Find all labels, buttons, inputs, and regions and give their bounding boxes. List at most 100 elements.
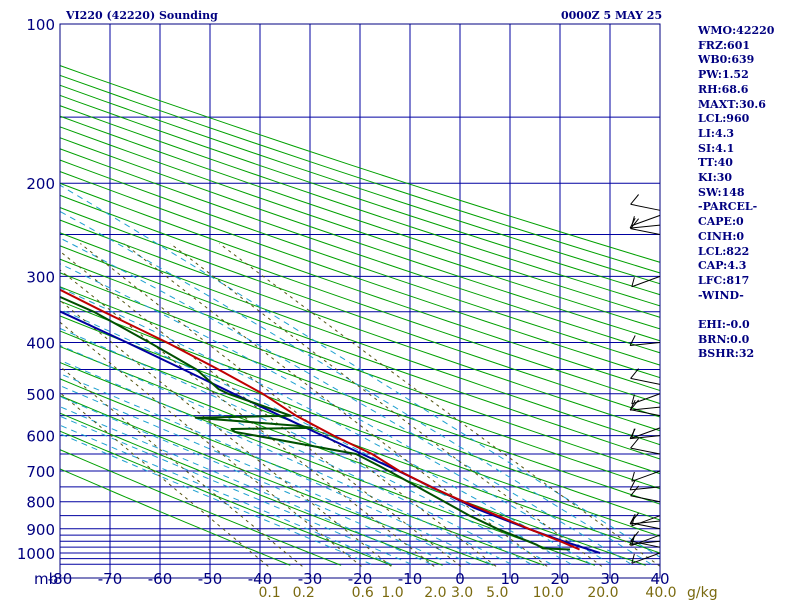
temperature-tick-label: 30 bbox=[600, 570, 619, 588]
temperature-tick-label: -10 bbox=[398, 570, 423, 588]
index-line bbox=[698, 303, 774, 318]
wind-barb bbox=[630, 224, 661, 229]
dry-adiabat-line bbox=[60, 137, 660, 342]
mixing-ratio-label: 0.6 bbox=[352, 585, 374, 600]
wind-barb-feather bbox=[629, 399, 636, 411]
dry-adiabat-line bbox=[60, 245, 660, 460]
temperature-tick-label: 20 bbox=[550, 570, 569, 588]
wind-barb bbox=[631, 427, 661, 439]
wind-barb-feather bbox=[631, 516, 635, 527]
wind-barb bbox=[630, 228, 661, 236]
dry-adiabat-line bbox=[60, 412, 443, 566]
pressure-tick-label: 500 bbox=[26, 386, 55, 404]
dry-adiabat-line bbox=[60, 286, 660, 505]
mixing-ratio-line bbox=[60, 392, 269, 567]
dry-adiabat-line bbox=[60, 115, 660, 318]
wind-barb-feather bbox=[629, 534, 636, 545]
temperature-tick-label: -80 bbox=[48, 570, 73, 588]
wind-barb bbox=[630, 435, 661, 440]
temperature-tick-label: -70 bbox=[98, 570, 123, 588]
temperature-tick-label: -60 bbox=[148, 570, 173, 588]
dry-adiabat-line bbox=[60, 315, 660, 537]
wind-barb bbox=[631, 393, 661, 405]
index-line: TT:40 bbox=[698, 156, 733, 170]
pressure-tick-label: 200 bbox=[26, 175, 55, 193]
index-line: LI:4.3 bbox=[698, 126, 735, 140]
mixing-ratio-label: 1.0 bbox=[381, 585, 403, 600]
index-line: -WIND- bbox=[698, 288, 744, 302]
moist-adiabat-line bbox=[60, 184, 660, 558]
pressure-tick-label: 1000 bbox=[17, 545, 55, 563]
dry-adiabat-line bbox=[60, 395, 494, 566]
dry-adiabat-line bbox=[60, 330, 660, 554]
pressure-unit-label: mb bbox=[34, 570, 58, 588]
wind-barb-feather bbox=[631, 471, 635, 482]
wind-barb-feather bbox=[631, 394, 635, 405]
moist-adiabat-line bbox=[60, 433, 372, 565]
pressure-tick-label: 600 bbox=[26, 428, 55, 446]
moist-adiabat-line bbox=[60, 359, 512, 565]
index-line: SW:148 bbox=[698, 185, 745, 199]
index-line: LCL:960 bbox=[698, 112, 750, 126]
index-line: WB0:639 bbox=[698, 53, 755, 67]
chart-title: VI220 (42220) Sounding bbox=[66, 9, 218, 22]
pressure-tick-label: 900 bbox=[26, 521, 55, 539]
index-line: FRZ:601 bbox=[698, 38, 751, 52]
wind-barb bbox=[631, 552, 661, 564]
wind-barb-feather bbox=[630, 437, 639, 449]
wind-barb-feather bbox=[631, 216, 635, 226]
index-line: CINH:0 bbox=[698, 229, 745, 243]
moist-adiabat-line bbox=[60, 308, 572, 565]
temperature-tick-label: 40 bbox=[650, 570, 669, 588]
mixing-ratio-label: 0.2 bbox=[293, 585, 315, 600]
pressure-tick-label: 300 bbox=[26, 268, 55, 286]
index-line: EHI:-0.0 bbox=[698, 318, 750, 332]
dry-adiabat-line bbox=[60, 346, 646, 566]
wind-barb bbox=[631, 275, 661, 288]
wind-barb bbox=[630, 341, 661, 346]
plot-frame bbox=[59, 23, 661, 579]
mixing-ratio-label: 5.0 bbox=[486, 585, 508, 600]
wind-barb bbox=[630, 520, 661, 525]
index-line: CAPE:0 bbox=[698, 215, 744, 229]
dry-adiabat-line bbox=[60, 258, 660, 475]
dry-adiabat-line bbox=[60, 74, 660, 274]
wind-barb-feather bbox=[630, 368, 639, 379]
parcel-trace bbox=[60, 310, 601, 554]
mixing-ratio-line bbox=[169, 243, 603, 567]
mixing-ratio-label: 3.0 bbox=[451, 585, 473, 600]
wind-barb-feather bbox=[631, 553, 635, 564]
index-line: BRN:0.0 bbox=[698, 332, 750, 346]
mixing-ratio-label: 40.0 bbox=[645, 585, 676, 600]
mixing-ratio-label: 20.0 bbox=[587, 585, 618, 600]
wind-barb bbox=[631, 214, 661, 227]
dry-adiabat-line bbox=[60, 430, 392, 566]
dry-adiabat-line bbox=[60, 65, 660, 263]
dry-adiabat-line bbox=[60, 148, 660, 354]
index-line: SI:4.1 bbox=[698, 141, 735, 155]
index-line: CAP:4.3 bbox=[698, 259, 747, 273]
wind-barb bbox=[630, 377, 661, 385]
wind-barb-feather bbox=[629, 479, 636, 491]
wind-barb-feather bbox=[630, 485, 639, 497]
index-line: PW:1.52 bbox=[698, 68, 749, 82]
sounding-time: 0000Z 5 MAY 25 bbox=[561, 9, 663, 22]
wind-barb bbox=[630, 486, 661, 491]
dry-adiabat-line bbox=[60, 468, 291, 566]
dry-adiabat-line bbox=[60, 94, 660, 296]
moist-adiabat-line bbox=[60, 344, 532, 565]
dry-adiabat-line bbox=[60, 207, 660, 418]
dry-adiabat-line bbox=[60, 171, 660, 379]
temperature-tick-label: -50 bbox=[198, 570, 223, 588]
pressure-tick-label: 400 bbox=[26, 335, 55, 353]
dry-adiabat-line bbox=[60, 194, 660, 405]
wind-barb-feather bbox=[631, 277, 635, 287]
wind-barb bbox=[630, 203, 661, 211]
dry-adiabat-line bbox=[60, 219, 660, 432]
mixing-ratio-line bbox=[60, 321, 362, 567]
moist-adiabat-line bbox=[60, 210, 652, 565]
wind-barb bbox=[630, 406, 661, 411]
mixing-ratio-line bbox=[60, 269, 435, 567]
mixing-ratio-line bbox=[123, 243, 548, 567]
mixing-ratio-label: 2.0 bbox=[424, 585, 446, 600]
